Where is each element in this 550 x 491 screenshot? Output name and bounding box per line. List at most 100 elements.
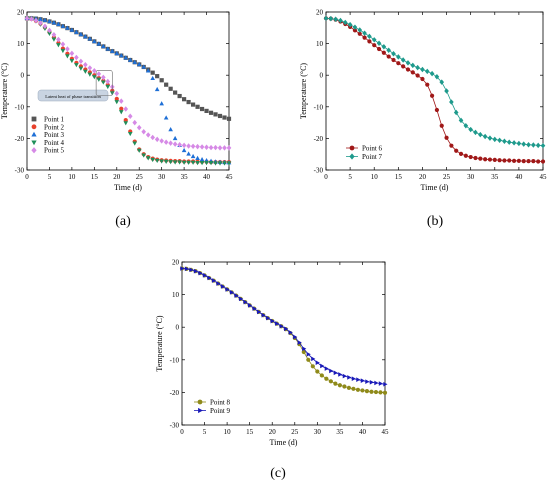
data-point [383,381,388,387]
data-point [141,129,147,135]
x-tick-label: 15 [246,428,254,436]
data-point [243,299,248,305]
data-point [87,65,93,71]
data-point [342,373,347,379]
data-point [190,153,196,159]
x-tick-label: 15 [395,173,403,181]
y-tick-label: 20 [316,9,324,17]
data-point [333,381,338,386]
data-point [492,136,498,143]
data-point [217,145,223,151]
data-point [114,90,120,97]
data-point [65,54,70,59]
data-point [306,351,311,357]
data-point [497,158,502,163]
data-point [310,364,315,369]
data-point [56,36,61,43]
data-point [342,384,347,389]
data-point [163,159,169,164]
y-tick-label: -20 [170,389,180,397]
legend-marker [349,153,355,160]
data-point [369,389,374,394]
y-tick-label: -20 [314,135,324,143]
data-point [118,53,124,58]
data-point [163,115,169,120]
x-tick-label: 5 [348,173,352,181]
data-point [357,27,363,33]
x-tick-label: 20 [419,173,427,181]
data-point [24,15,30,22]
series-line [325,17,544,147]
data-point [434,107,440,113]
data-point [400,57,406,63]
data-point [123,106,129,112]
data-point [506,139,512,145]
data-point [405,67,411,72]
data-point [487,157,493,162]
data-point [415,73,420,78]
data-point [424,68,430,75]
series-line [181,268,386,385]
data-point [301,349,306,355]
data-point [351,386,356,391]
data-point [186,151,191,156]
data-point [101,43,106,49]
data-point [136,61,142,67]
data-point [87,36,93,41]
data-point [362,30,367,36]
x-tick-label: 10 [68,173,76,181]
caption-a: (a) [115,214,131,229]
data-point [69,27,75,32]
data-point [526,159,531,164]
data-point [347,21,353,28]
data-point [323,15,329,22]
data-point [213,144,218,151]
x-tick-label: 10 [371,173,379,181]
data-point [468,154,473,160]
data-point [439,123,444,128]
data-point [315,360,320,366]
data-point [141,153,147,158]
data-point [482,133,488,140]
annotation-text: Latent heat of phase transition [45,94,101,99]
chart-panel-c: 0 5 10 15 20 25 30 35 40 45 -30 -20 -10 0 10 20 Time (d)… [150,253,400,453]
data-point [266,315,271,321]
data-point [132,141,138,146]
data-point [123,121,129,126]
data-point [429,70,435,77]
data-point [92,68,97,74]
y-tick-label: -30 [170,422,180,430]
data-point [396,61,401,66]
data-point [47,27,52,34]
data-point [177,160,182,165]
data-point [540,159,546,164]
data-point [127,113,133,120]
y-tick-label: -10 [314,103,324,111]
data-point [199,157,205,162]
data-point [386,47,391,53]
data-point [150,134,155,141]
data-point [252,306,257,311]
data-point [324,376,329,381]
data-point [60,23,66,28]
data-point [47,31,52,37]
data-point [420,66,425,73]
data-point [362,35,367,40]
data-point [150,75,155,81]
data-point [521,159,526,164]
data-point [96,71,102,77]
data-point [473,155,478,161]
y-axis-label: Temperature (°C) [155,315,164,372]
data-point [145,68,151,73]
data-point [204,108,209,114]
data-point [355,387,361,392]
data-point [222,145,227,151]
data-point [33,17,39,24]
data-point [454,148,459,153]
data-point [189,267,194,273]
data-point [338,372,343,377]
data-point [60,41,66,47]
y-tick-label: -20 [15,135,25,143]
x-axis-label: Time (d) [421,183,449,192]
data-point [342,19,348,26]
